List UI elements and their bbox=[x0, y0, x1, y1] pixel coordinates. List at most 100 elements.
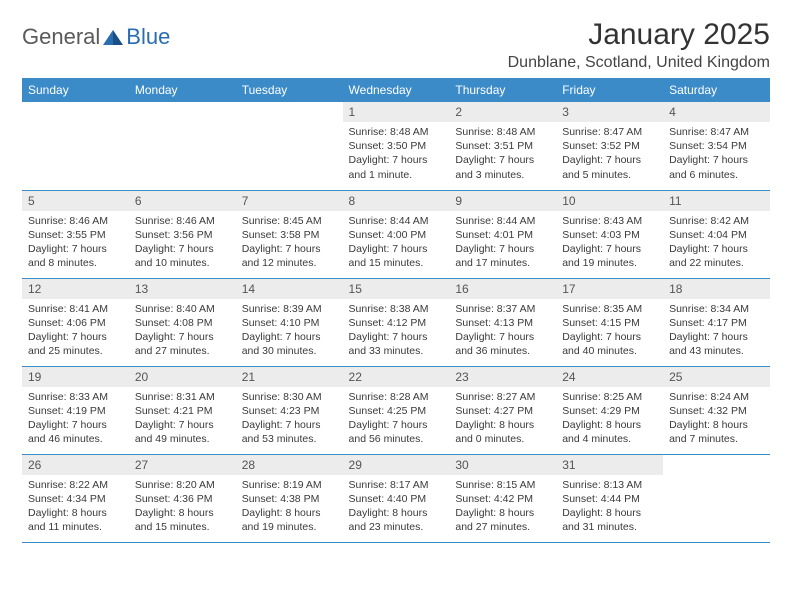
calendar-day-cell: 25Sunrise: 8:24 AMSunset: 4:32 PMDayligh… bbox=[663, 366, 770, 454]
day-content: Sunrise: 8:46 AMSunset: 3:55 PMDaylight:… bbox=[22, 211, 129, 277]
sunset-text: Sunset: 4:44 PM bbox=[562, 492, 657, 506]
weekday-header: Saturday bbox=[663, 78, 770, 102]
day-number: 15 bbox=[343, 279, 450, 299]
month-title: January 2025 bbox=[508, 18, 770, 52]
calendar-day-cell: 1Sunrise: 8:48 AMSunset: 3:50 PMDaylight… bbox=[343, 102, 450, 190]
calendar-day-cell: 30Sunrise: 8:15 AMSunset: 4:42 PMDayligh… bbox=[449, 454, 556, 542]
sunset-text: Sunset: 4:13 PM bbox=[455, 316, 550, 330]
sunset-text: Sunset: 4:19 PM bbox=[28, 404, 123, 418]
calendar-week-row: 12Sunrise: 8:41 AMSunset: 4:06 PMDayligh… bbox=[22, 278, 770, 366]
calendar-week-row: 19Sunrise: 8:33 AMSunset: 4:19 PMDayligh… bbox=[22, 366, 770, 454]
day-content: Sunrise: 8:15 AMSunset: 4:42 PMDaylight:… bbox=[449, 475, 556, 541]
weekday-header: Thursday bbox=[449, 78, 556, 102]
calendar-day-cell: 16Sunrise: 8:37 AMSunset: 4:13 PMDayligh… bbox=[449, 278, 556, 366]
calendar-day-cell: 24Sunrise: 8:25 AMSunset: 4:29 PMDayligh… bbox=[556, 366, 663, 454]
daylight-text: Daylight: 8 hours and 15 minutes. bbox=[135, 506, 230, 534]
day-content: Sunrise: 8:31 AMSunset: 4:21 PMDaylight:… bbox=[129, 387, 236, 453]
logo-text-blue: Blue bbox=[126, 24, 170, 50]
calendar-week-row: 26Sunrise: 8:22 AMSunset: 4:34 PMDayligh… bbox=[22, 454, 770, 542]
daylight-text: Daylight: 7 hours and 53 minutes. bbox=[242, 418, 337, 446]
sunrise-text: Sunrise: 8:30 AM bbox=[242, 390, 337, 404]
sunset-text: Sunset: 3:51 PM bbox=[455, 139, 550, 153]
day-content: Sunrise: 8:24 AMSunset: 4:32 PMDaylight:… bbox=[663, 387, 770, 453]
daylight-text: Daylight: 7 hours and 15 minutes. bbox=[349, 242, 444, 270]
day-number: 29 bbox=[343, 455, 450, 475]
day-content: Sunrise: 8:40 AMSunset: 4:08 PMDaylight:… bbox=[129, 299, 236, 365]
day-content: Sunrise: 8:27 AMSunset: 4:27 PMDaylight:… bbox=[449, 387, 556, 453]
sunset-text: Sunset: 4:38 PM bbox=[242, 492, 337, 506]
weekday-header: Monday bbox=[129, 78, 236, 102]
logo-text-general: General bbox=[22, 24, 100, 50]
sunset-text: Sunset: 4:29 PM bbox=[562, 404, 657, 418]
day-number: 5 bbox=[22, 191, 129, 211]
sunrise-text: Sunrise: 8:47 AM bbox=[562, 125, 657, 139]
calendar-day-cell: 9Sunrise: 8:44 AMSunset: 4:01 PMDaylight… bbox=[449, 190, 556, 278]
sunset-text: Sunset: 4:25 PM bbox=[349, 404, 444, 418]
day-number: 3 bbox=[556, 102, 663, 122]
sunset-text: Sunset: 4:08 PM bbox=[135, 316, 230, 330]
day-number: 2 bbox=[449, 102, 556, 122]
calendar-day-cell bbox=[236, 102, 343, 190]
calendar-day-cell: 17Sunrise: 8:35 AMSunset: 4:15 PMDayligh… bbox=[556, 278, 663, 366]
day-number: 28 bbox=[236, 455, 343, 475]
sunset-text: Sunset: 4:27 PM bbox=[455, 404, 550, 418]
daylight-text: Daylight: 7 hours and 49 minutes. bbox=[135, 418, 230, 446]
calendar-day-cell: 8Sunrise: 8:44 AMSunset: 4:00 PMDaylight… bbox=[343, 190, 450, 278]
day-content: Sunrise: 8:39 AMSunset: 4:10 PMDaylight:… bbox=[236, 299, 343, 365]
daylight-text: Daylight: 8 hours and 31 minutes. bbox=[562, 506, 657, 534]
day-number: 22 bbox=[343, 367, 450, 387]
logo: General Blue bbox=[22, 18, 170, 50]
day-content: Sunrise: 8:43 AMSunset: 4:03 PMDaylight:… bbox=[556, 211, 663, 277]
sunrise-text: Sunrise: 8:24 AM bbox=[669, 390, 764, 404]
daylight-text: Daylight: 8 hours and 11 minutes. bbox=[28, 506, 123, 534]
sunrise-text: Sunrise: 8:20 AM bbox=[135, 478, 230, 492]
sunset-text: Sunset: 4:10 PM bbox=[242, 316, 337, 330]
sunrise-text: Sunrise: 8:34 AM bbox=[669, 302, 764, 316]
sunset-text: Sunset: 3:52 PM bbox=[562, 139, 657, 153]
day-content: Sunrise: 8:47 AMSunset: 3:52 PMDaylight:… bbox=[556, 122, 663, 188]
daylight-text: Daylight: 8 hours and 7 minutes. bbox=[669, 418, 764, 446]
day-number: 7 bbox=[236, 191, 343, 211]
calendar-body: 1Sunrise: 8:48 AMSunset: 3:50 PMDaylight… bbox=[22, 102, 770, 542]
day-number: 17 bbox=[556, 279, 663, 299]
calendar-day-cell: 2Sunrise: 8:48 AMSunset: 3:51 PMDaylight… bbox=[449, 102, 556, 190]
sunrise-text: Sunrise: 8:31 AM bbox=[135, 390, 230, 404]
daylight-text: Daylight: 7 hours and 12 minutes. bbox=[242, 242, 337, 270]
day-number: 26 bbox=[22, 455, 129, 475]
sunset-text: Sunset: 4:42 PM bbox=[455, 492, 550, 506]
daylight-text: Daylight: 8 hours and 19 minutes. bbox=[242, 506, 337, 534]
sunrise-text: Sunrise: 8:46 AM bbox=[135, 214, 230, 228]
day-number: 6 bbox=[129, 191, 236, 211]
sunrise-text: Sunrise: 8:17 AM bbox=[349, 478, 444, 492]
daylight-text: Daylight: 7 hours and 1 minute. bbox=[349, 153, 444, 181]
day-number: 25 bbox=[663, 367, 770, 387]
day-content: Sunrise: 8:13 AMSunset: 4:44 PMDaylight:… bbox=[556, 475, 663, 541]
day-content: Sunrise: 8:44 AMSunset: 4:01 PMDaylight:… bbox=[449, 211, 556, 277]
calendar-day-cell bbox=[663, 454, 770, 542]
sunrise-text: Sunrise: 8:19 AM bbox=[242, 478, 337, 492]
day-number: 9 bbox=[449, 191, 556, 211]
sunset-text: Sunset: 4:32 PM bbox=[669, 404, 764, 418]
calendar-table: SundayMondayTuesdayWednesdayThursdayFrid… bbox=[22, 78, 770, 543]
calendar-day-cell: 12Sunrise: 8:41 AMSunset: 4:06 PMDayligh… bbox=[22, 278, 129, 366]
day-number: 20 bbox=[129, 367, 236, 387]
day-content: Sunrise: 8:34 AMSunset: 4:17 PMDaylight:… bbox=[663, 299, 770, 365]
daylight-text: Daylight: 7 hours and 25 minutes. bbox=[28, 330, 123, 358]
sunrise-text: Sunrise: 8:44 AM bbox=[349, 214, 444, 228]
calendar-day-cell: 31Sunrise: 8:13 AMSunset: 4:44 PMDayligh… bbox=[556, 454, 663, 542]
calendar-day-cell: 15Sunrise: 8:38 AMSunset: 4:12 PMDayligh… bbox=[343, 278, 450, 366]
calendar-day-cell: 19Sunrise: 8:33 AMSunset: 4:19 PMDayligh… bbox=[22, 366, 129, 454]
daylight-text: Daylight: 7 hours and 46 minutes. bbox=[28, 418, 123, 446]
sunset-text: Sunset: 3:55 PM bbox=[28, 228, 123, 242]
sunset-text: Sunset: 4:06 PM bbox=[28, 316, 123, 330]
day-content: Sunrise: 8:28 AMSunset: 4:25 PMDaylight:… bbox=[343, 387, 450, 453]
day-content: Sunrise: 8:19 AMSunset: 4:38 PMDaylight:… bbox=[236, 475, 343, 541]
sunrise-text: Sunrise: 8:15 AM bbox=[455, 478, 550, 492]
sunset-text: Sunset: 4:01 PM bbox=[455, 228, 550, 242]
sunset-text: Sunset: 4:40 PM bbox=[349, 492, 444, 506]
day-content: Sunrise: 8:30 AMSunset: 4:23 PMDaylight:… bbox=[236, 387, 343, 453]
calendar-day-cell: 28Sunrise: 8:19 AMSunset: 4:38 PMDayligh… bbox=[236, 454, 343, 542]
weekday-header: Wednesday bbox=[343, 78, 450, 102]
daylight-text: Daylight: 7 hours and 30 minutes. bbox=[242, 330, 337, 358]
sunrise-text: Sunrise: 8:41 AM bbox=[28, 302, 123, 316]
